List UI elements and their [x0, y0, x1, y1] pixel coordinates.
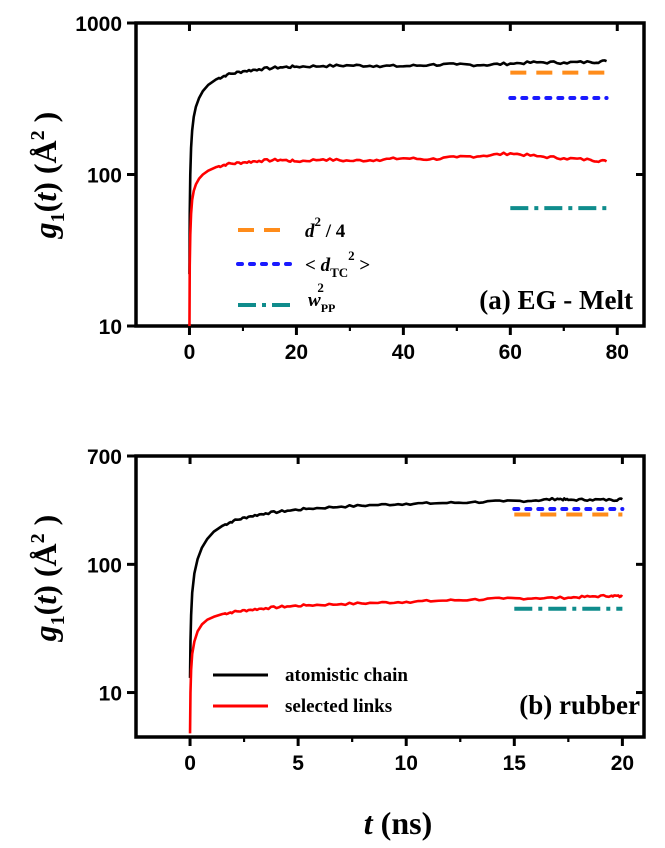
legend-label-wpp: wPP2 [308, 280, 335, 315]
y-tick-label: 700 [87, 446, 122, 469]
panel-b-label: (b) rubber [519, 690, 640, 720]
legend-label-atomistic: atomistic chain [285, 665, 408, 686]
y-tick-label: 10 [99, 316, 122, 339]
panel-a-ticks: 0 20 40 60 80 10 100 1000 [75, 13, 644, 364]
y-tick-label: 100 [87, 554, 122, 577]
x-tick-label: 60 [499, 341, 522, 364]
x-tick-label: 0 [184, 752, 196, 775]
panel-a-label: (a) EG - Melt [479, 285, 633, 315]
x-tick-label: 5 [292, 752, 304, 775]
panel-b-reference-lines [512, 507, 625, 611]
legend-label-d2: d2 / 4 [305, 214, 346, 242]
x-tick-label: 20 [285, 341, 308, 364]
x-tick-label: 40 [392, 341, 415, 364]
panel-b-series [188, 496, 624, 734]
series-line [188, 151, 608, 327]
x-tick-label: 15 [503, 752, 527, 775]
y-tick-label: 100 [87, 165, 122, 188]
legend-label-dtc: < dTC2 > [305, 248, 370, 280]
series-line [188, 593, 624, 734]
y-tick-label: 1000 [75, 13, 122, 36]
x-tick-label: 80 [606, 341, 629, 364]
panel-b-xlabel: t (ns) [364, 805, 432, 841]
panel-b-frame [134, 454, 646, 739]
panel-b-ticks: 0 5 10 15 20 10 100 700 [87, 446, 644, 775]
panel-a-series [188, 59, 608, 327]
series-line [188, 59, 608, 275]
y-tick-label: 10 [99, 683, 122, 706]
panel-a-reference-lines [508, 70, 609, 211]
panel-b-legend: atomistic chain selected links [213, 665, 408, 717]
x-tick-label: 10 [395, 752, 418, 775]
x-tick-label: 20 [611, 752, 634, 775]
panel-a-ylabel: g1(t) (Å2 ) [27, 112, 69, 240]
panel-b-ylabel: g1(t) (Å2 ) [27, 515, 69, 643]
legend-label-selected: selected links [285, 696, 392, 717]
panel-a: 0 20 40 60 80 10 100 1000 g1(t) (Å2 ) d2 / 4 < … [27, 13, 646, 364]
series-line [188, 496, 623, 678]
panel-a-frame [134, 21, 646, 328]
panel-b: 0 5 10 15 20 10 100 700 g1(t) (Å2 ) atomistic c… [27, 446, 646, 841]
x-tick-label: 0 [184, 341, 196, 364]
panel-a-legend: d2 / 4 < dTC2 > wPP2 [236, 214, 370, 315]
